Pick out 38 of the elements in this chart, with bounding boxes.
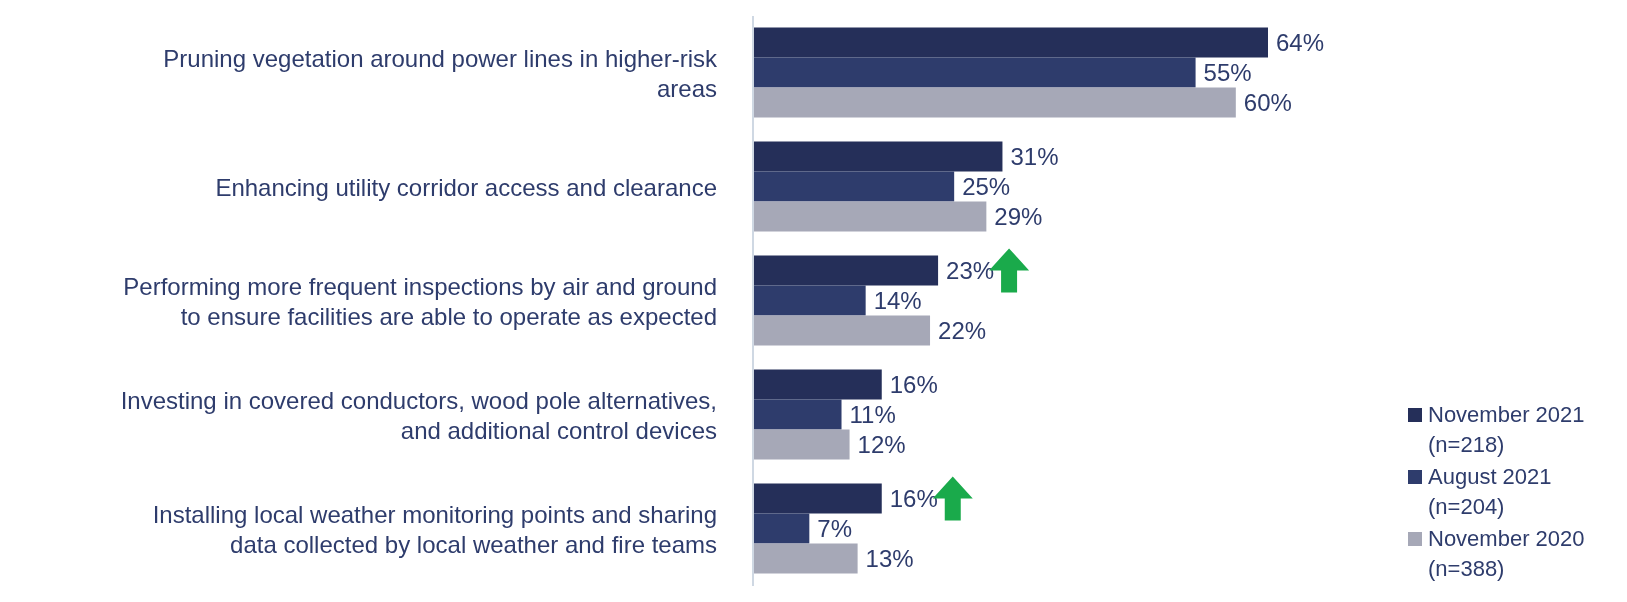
y-tick-label: Performing more frequent inspections by air and ground to ensure facilities are able to operate as expected [123,272,717,330]
y-tick-label: Enhancing utility corridor access and clearance [215,173,717,201]
bar [753,513,810,544]
data-label: 11% [849,400,896,428]
bar [753,57,1196,88]
bar [753,285,866,316]
data-label: 31% [1010,142,1059,170]
bar [753,171,955,202]
legend-label: November 2021 (n=218) [1428,401,1586,459]
legend-label: November 2020 (n=388) [1428,525,1586,583]
y-tick-label: Investing in covered conductors, wood pole alternatives, and additional control devices [120,386,717,444]
bar [753,429,850,460]
data-label: 14% [873,286,922,314]
bar [753,27,1268,58]
data-label: 16% [889,370,938,398]
y-tick-label: Installing local weather monitoring points and sharing data collected by local weather and fire teams [152,500,717,558]
bar [753,543,858,574]
data-label: 25% [962,172,1011,200]
data-label: 12% [857,430,906,458]
bar [753,255,939,286]
data-label: 13% [865,544,914,572]
data-label: 22% [938,316,987,344]
bar [753,369,882,400]
data-label: 60% [1243,88,1292,116]
legend-label: August 2021 (n=204) [1428,463,1553,521]
bar [753,483,882,514]
bar [753,315,931,346]
data-label: 7% [817,514,853,542]
data-label: 16% [889,484,938,512]
data-label: 29% [994,202,1043,230]
bar [753,201,987,232]
bar [753,141,1003,172]
data-label: 23% [946,256,995,284]
bar [753,399,842,430]
y-tick-label: Pruning vegetation around power lines in higher-risk areas [163,44,718,102]
bar [753,87,1236,118]
data-label: 55% [1203,58,1252,86]
data-label: 64% [1276,28,1325,56]
